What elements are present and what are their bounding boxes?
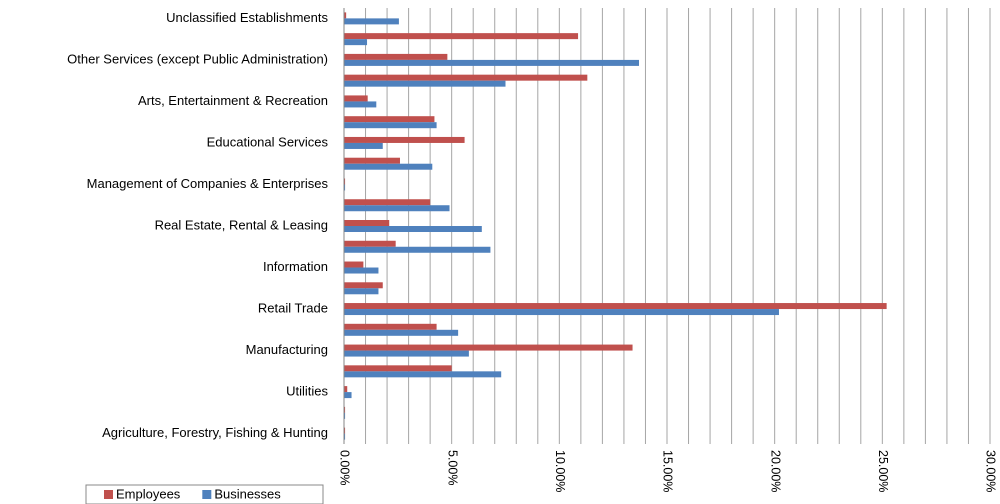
- y-tick-label: Management of Companies & Enterprises: [87, 176, 329, 191]
- bar: [344, 309, 779, 316]
- y-tick-label: Agriculture, Forestry, Fishing & Hunting: [102, 425, 328, 440]
- bar: [344, 365, 452, 372]
- y-tick-label: Other Services (except Public Administra…: [67, 51, 328, 66]
- bar: [344, 184, 346, 191]
- y-tick-label: Retail Trade: [258, 300, 328, 315]
- x-tick-label: 15.00%: [661, 450, 675, 492]
- bar: [344, 101, 377, 108]
- bar: [344, 267, 379, 274]
- x-tick-label: 5.00%: [445, 450, 459, 485]
- y-tick-label: Educational Services: [207, 134, 329, 149]
- bar: [344, 95, 368, 102]
- bar: [344, 136, 465, 143]
- bar: [344, 178, 346, 185]
- legend-label: Businesses: [214, 486, 281, 501]
- bar: [344, 116, 435, 123]
- bar: [344, 12, 347, 19]
- bar: [344, 261, 364, 268]
- bar: [344, 122, 437, 129]
- bar: [344, 329, 459, 336]
- legend-label: Employees: [116, 486, 181, 501]
- y-tick-label: Real Estate, Rental & Leasing: [155, 217, 328, 232]
- bar: [344, 392, 352, 399]
- bar: [344, 282, 383, 289]
- bar: [344, 240, 396, 247]
- bar: [344, 205, 450, 212]
- bar: [344, 39, 368, 46]
- bar: [344, 33, 579, 40]
- bar: [344, 350, 469, 357]
- legend-swatch: [104, 490, 113, 499]
- bar: [344, 323, 437, 330]
- x-tick-label: 30.00%: [984, 450, 998, 492]
- y-tick-label: Information: [263, 259, 328, 274]
- bar: [344, 371, 502, 378]
- bar: [344, 288, 379, 295]
- bar: [344, 427, 346, 434]
- bar: [344, 220, 390, 226]
- x-tick-label: 20.00%: [768, 450, 782, 492]
- bar: [344, 433, 346, 440]
- bar: [344, 386, 348, 393]
- bar: [344, 199, 431, 206]
- bar: [344, 59, 640, 66]
- bar: [344, 80, 506, 87]
- y-tick-label: Unclassified Establishments: [166, 10, 328, 25]
- bar: [344, 246, 491, 253]
- x-tick-label: 0.00%: [338, 450, 352, 485]
- legend-swatch: [202, 490, 212, 499]
- bar: [344, 53, 448, 60]
- y-tick-label: Manufacturing: [246, 342, 328, 357]
- bar: [344, 406, 346, 413]
- bar: [344, 163, 433, 170]
- bar: [344, 74, 588, 81]
- bar: [344, 412, 346, 419]
- bar: [344, 226, 482, 232]
- bar: [344, 157, 400, 164]
- x-tick-label: 25.00%: [876, 450, 890, 492]
- bar: [344, 142, 383, 149]
- y-tick-label: Utilities: [286, 384, 328, 399]
- y-tick-label: Arts, Entertainment & Recreation: [138, 93, 328, 108]
- bar: [344, 18, 399, 25]
- bar: [344, 344, 633, 351]
- bar: [344, 303, 887, 310]
- x-tick-label: 10.00%: [553, 450, 567, 492]
